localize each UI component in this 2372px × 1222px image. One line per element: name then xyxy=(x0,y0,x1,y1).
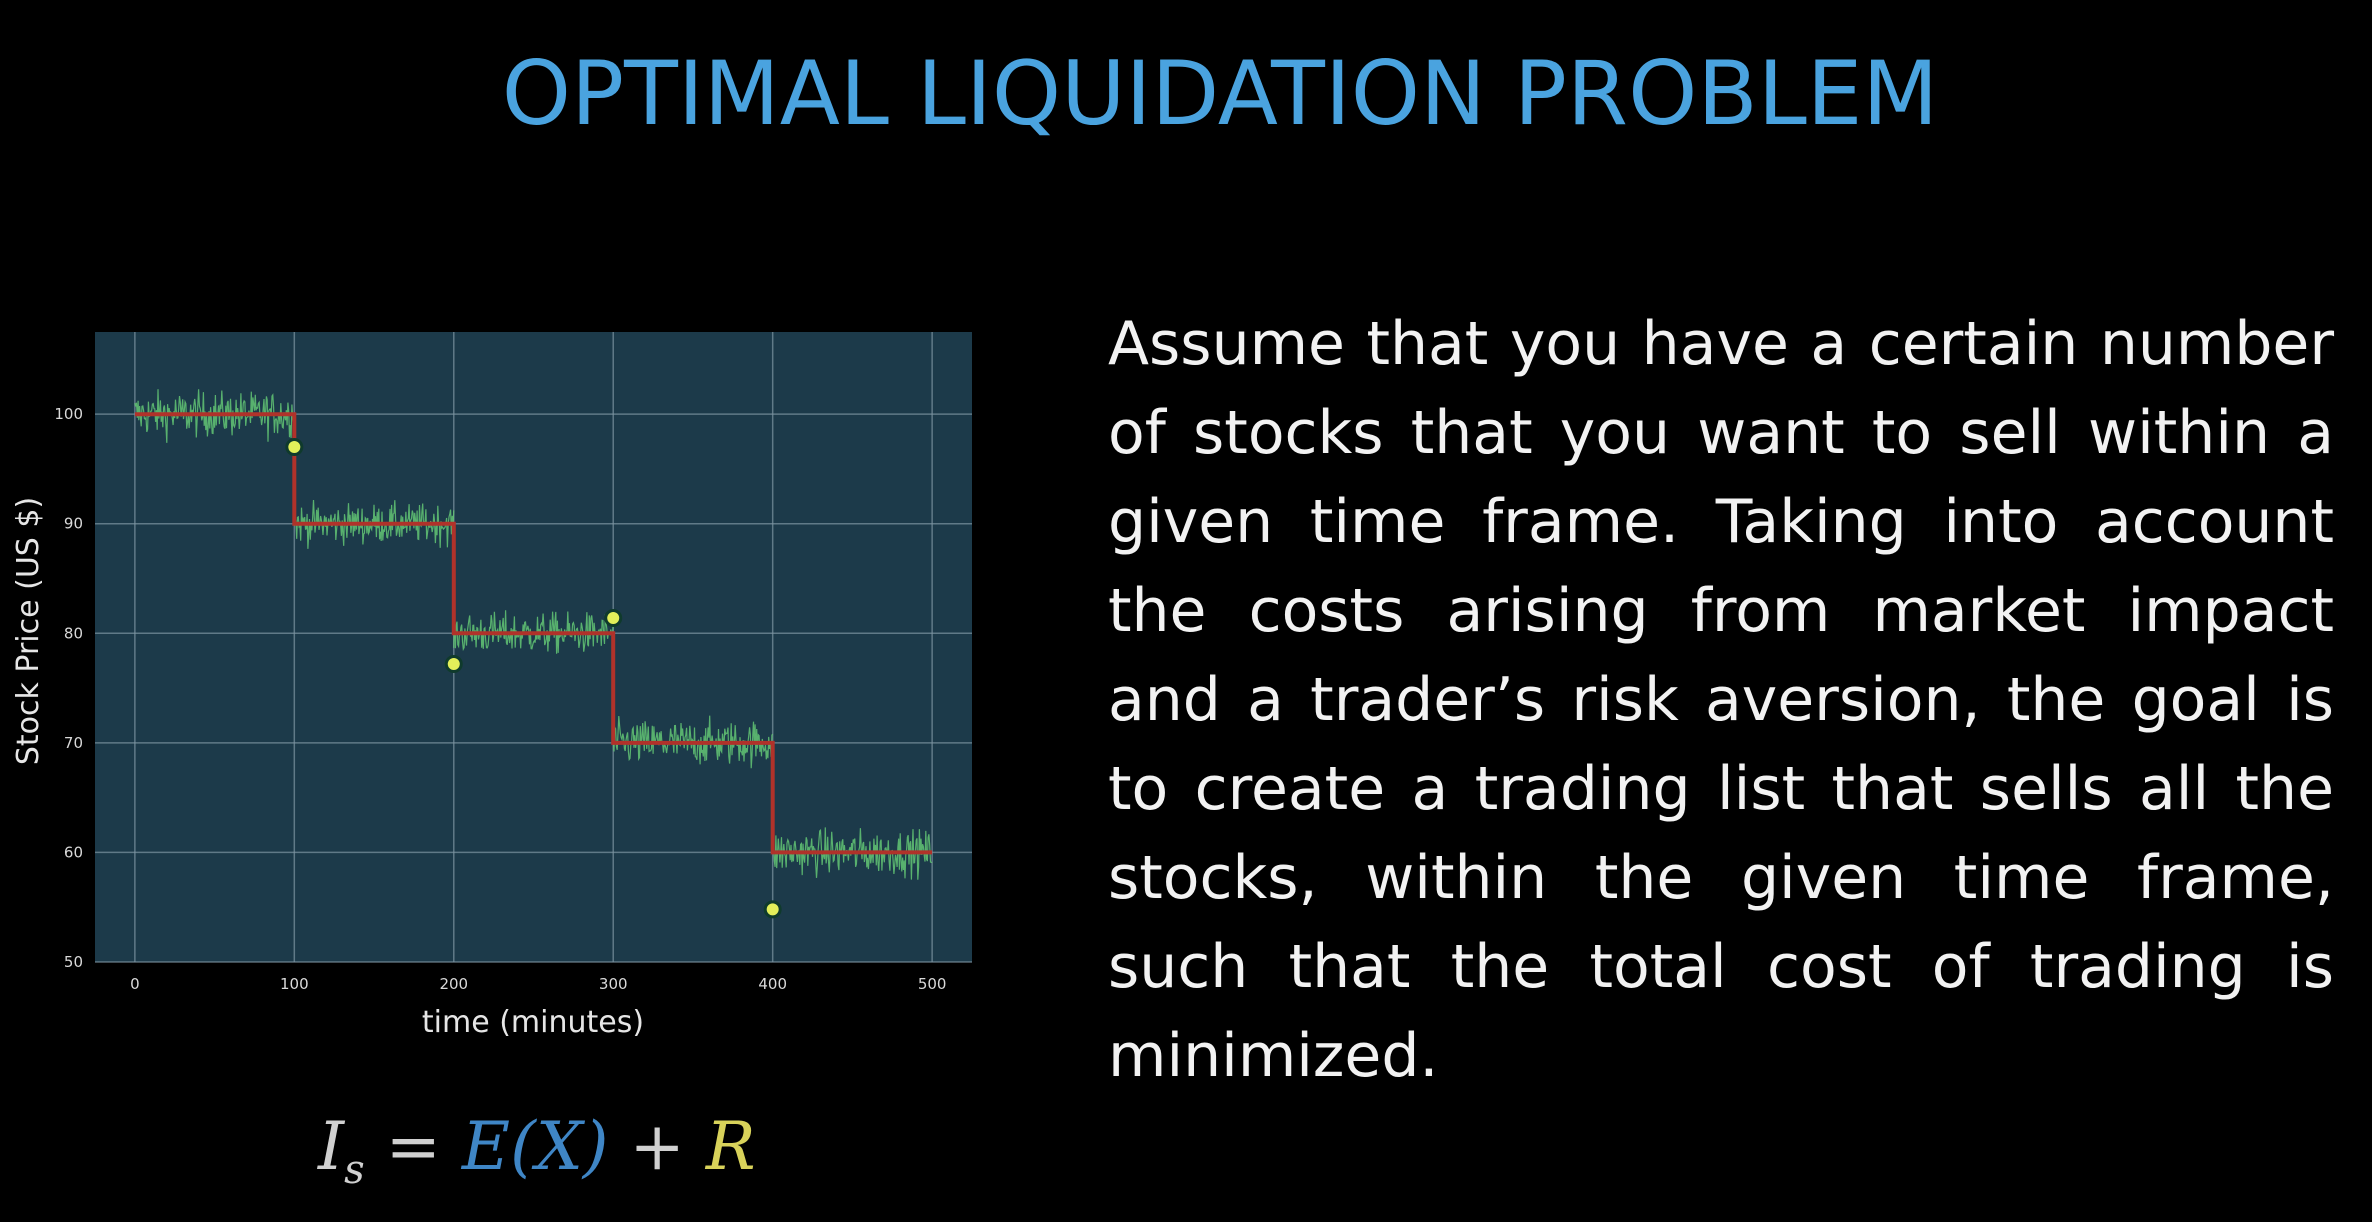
y-tick-label: 50 xyxy=(64,953,83,971)
trade-marker xyxy=(285,438,304,457)
stock-price-chart: 0 100 200 300 400 500 50 60 70 80 90 100 time (minu… xyxy=(0,320,1000,1050)
trade-markers xyxy=(285,438,782,919)
x-tick-label: 100 xyxy=(280,975,309,993)
step-price-series xyxy=(134,412,933,855)
trade-marker xyxy=(604,608,623,627)
y-tick-label: 80 xyxy=(64,624,83,642)
x-tick-label: 400 xyxy=(758,975,787,993)
x-tick-label: 0 xyxy=(130,975,140,993)
y-tick-label: 70 xyxy=(64,734,83,752)
step-price-line xyxy=(134,412,933,855)
tick-labels: 0 100 200 300 400 500 50 60 70 80 90 100 xyxy=(54,405,946,993)
formula-lhs-subscript: s xyxy=(344,1147,365,1193)
y-tick-label: 100 xyxy=(54,405,83,423)
noisy-price-line xyxy=(134,389,295,443)
y-tick-label: 60 xyxy=(64,843,83,861)
formula-plus: + xyxy=(629,1108,685,1185)
chart-svg: 0 100 200 300 400 500 50 60 70 80 90 100 time (minu… xyxy=(11,332,972,1040)
formula-lhs: I xyxy=(318,1108,345,1185)
y-axis-label: Stock Price (US $) xyxy=(11,497,46,765)
x-tick-label: 500 xyxy=(918,975,947,993)
slide-title: OPTIMAL LIQUIDATION PROBLEM xyxy=(501,42,1939,145)
x-tick-label: 300 xyxy=(599,975,628,993)
trade-marker xyxy=(763,900,782,919)
formula-equals: = xyxy=(385,1108,441,1185)
x-tick-label: 200 xyxy=(439,975,468,993)
problem-description: Assume that you have a certain number of… xyxy=(1108,309,2334,1091)
cost-formula: Is = E(X) + R xyxy=(318,1108,756,1193)
noisy-price-line xyxy=(453,607,614,654)
noisy-price-line xyxy=(293,499,455,549)
x-axis-label: time (minutes) xyxy=(422,1005,644,1040)
formula-expected-cost: E(X) xyxy=(461,1108,609,1185)
noisy-price-line xyxy=(612,715,774,769)
trade-marker xyxy=(444,654,463,673)
y-tick-label: 90 xyxy=(64,515,83,533)
formula-risk-term: R xyxy=(705,1108,756,1185)
